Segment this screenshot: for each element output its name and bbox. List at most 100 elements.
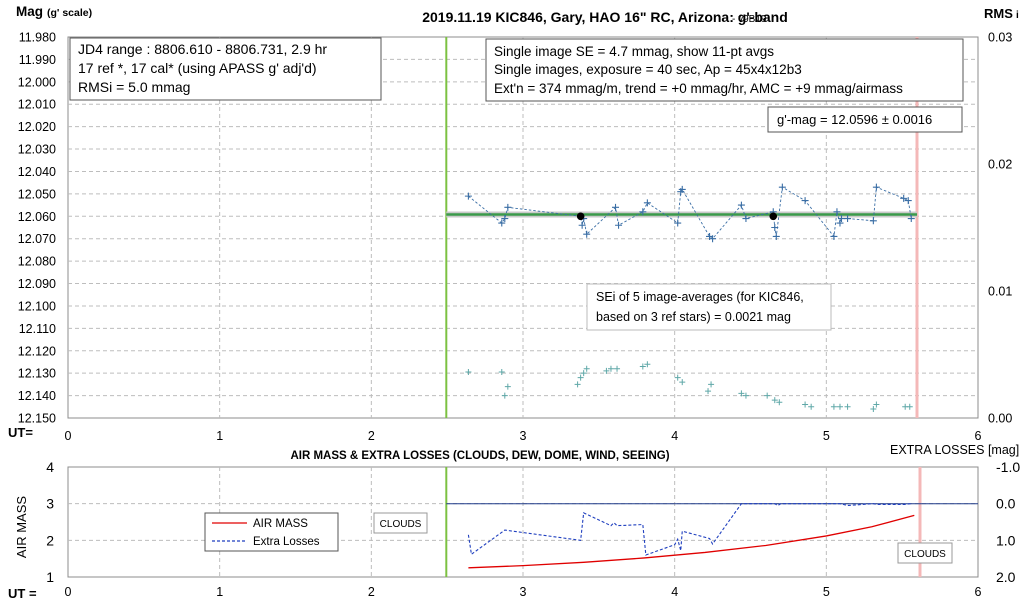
- bottom-y-tick-label: 2: [46, 532, 54, 548]
- clouds-box-1: CLOUDS: [373, 512, 428, 534]
- top-y2-tick-label: 0.00: [988, 412, 1012, 426]
- clouds-label-1: CLOUDS: [380, 519, 422, 530]
- rms-point: [808, 403, 815, 410]
- rms-point: [580, 370, 587, 377]
- bottom-ylabel: AIR MASS: [14, 496, 29, 558]
- bottom-y2-tick-label: 2.0: [996, 569, 1016, 585]
- rms-point: [504, 383, 511, 390]
- top-y-tick-label: 12.140: [18, 389, 56, 403]
- info-left-line-1: JD4 range : 8806.610 - 8806.731, 2.9 hr: [78, 41, 327, 57]
- top-y-tick-label: 12.110: [19, 322, 56, 336]
- star-mag-point: [844, 215, 852, 223]
- top-x-tick-label: 3: [520, 429, 527, 443]
- top-y-tick-labels: 11.980 11.990 12.000 12.010 12.020 12.030 12.0…: [18, 31, 56, 426]
- top-y-tick-label: 12.130: [18, 367, 56, 381]
- rms-point: [708, 381, 715, 388]
- bottom-y2-tick-labels: -1.0 0.0 1.0 2.0: [996, 459, 1020, 585]
- clouds-label-2: CLOUDS: [904, 549, 946, 560]
- top-y2-tick-label: 0.02: [988, 158, 1012, 172]
- top-x-tick-label: 6: [975, 429, 982, 443]
- rms-point: [906, 403, 913, 410]
- info-left-line-2: 17 ref *, 17 cal* (using APASS g' adj'd): [78, 60, 317, 76]
- bottom-chart: AIR MASS & EXTRA LOSSES (CLOUDS, DEW, DO…: [8, 443, 1020, 601]
- bottom-y2-tick-label: -1.0: [996, 459, 1020, 475]
- bottom-x-tick-label: 1: [216, 585, 223, 599]
- rms-point: [776, 399, 783, 406]
- rms-point: [501, 392, 508, 399]
- rms-point: [644, 361, 651, 368]
- star-mag-point: [578, 221, 586, 229]
- gmag-text: g'-mag = 12.0596 ± 0.0016: [777, 112, 932, 127]
- star-mag-point: [904, 197, 912, 205]
- rms-point: [498, 369, 505, 376]
- star-mag-point: [643, 199, 651, 207]
- star-mag-point: [737, 201, 745, 209]
- bottom-x-tick-label: 3: [520, 585, 527, 599]
- star-mag-point: [872, 183, 880, 191]
- top-ylabel: Mag: [16, 4, 43, 19]
- bottom-series-layer: [467, 503, 915, 569]
- bottom-x-tick-label: 5: [823, 585, 830, 599]
- top-y-tick-label: 12.120: [18, 344, 56, 358]
- info-box-right: Single image SE = 4.7 mmag, show 11-pt a…: [485, 38, 964, 102]
- rms-point: [873, 401, 880, 408]
- top-y-tick-label: 12.050: [18, 187, 56, 201]
- rms-point: [607, 365, 614, 372]
- extra-losses-line: [467, 503, 912, 556]
- top-y-tick-label: 12.020: [18, 120, 56, 134]
- rms-point: [738, 390, 745, 397]
- bottom-y-tick-label: 3: [46, 496, 54, 512]
- star-mag-point: [678, 185, 686, 193]
- top-y-tick-label: 12.000: [18, 75, 56, 89]
- top-x-tick-label: 5: [823, 429, 830, 443]
- top-y2label-sub: i: [1016, 10, 1019, 21]
- legend-frame: [204, 512, 339, 552]
- star-mag-point: [838, 215, 845, 223]
- top-x-tick-label: 4: [671, 429, 678, 443]
- star-mag-point: [612, 203, 620, 211]
- rms-point: [583, 365, 590, 372]
- legend-label-extra-losses: Extra Losses: [253, 536, 320, 548]
- bottom-legend: AIR MASS Extra Losses: [204, 512, 339, 552]
- sei-box: SEi of 5 image-averages (for KIC846, bas…: [586, 283, 832, 331]
- gmag-box: g'-mag = 12.0596 ± 0.0016: [767, 106, 963, 133]
- top-y2-tick-label: 0.03: [988, 31, 1012, 45]
- rms-point: [679, 379, 686, 386]
- average-point: [769, 212, 778, 221]
- top-x-tick-label: 1: [216, 429, 223, 443]
- bottom-y2-tick-label: 0.0: [996, 496, 1016, 512]
- rms-point: [674, 374, 681, 381]
- bottom-x-tick-labels: 0 1 2 3 4 5 6: [65, 585, 982, 599]
- rms-point: [836, 403, 843, 410]
- top-y-tick-label: 12.070: [18, 232, 56, 246]
- top-x-tick-label: 2: [368, 429, 375, 443]
- bottom-x-tick-label: 4: [671, 585, 678, 599]
- star-mag-point: [742, 215, 750, 223]
- star-mag-point: [639, 208, 647, 216]
- legend-label-air-mass: AIR MASS: [253, 518, 308, 530]
- top-chart: Mag (g' scale) 2019.11.19 KIC846, Gary, …: [8, 4, 1019, 443]
- top-y2-tick-labels: 0.00 0.01 0.02 0.03: [988, 31, 1012, 426]
- star-mag-point: [615, 221, 623, 229]
- rms-point: [639, 363, 646, 370]
- rms-point: [870, 406, 877, 413]
- rms-point: [764, 392, 771, 399]
- top-y-tick-label: 11.980: [19, 31, 56, 45]
- rms-point: [844, 403, 851, 410]
- star-mag-point: [907, 215, 915, 223]
- bottom-x-tick-label: 0: [65, 585, 72, 599]
- top-x-tick-label: 0: [65, 429, 72, 443]
- rms-point: [577, 374, 584, 381]
- bottom-xlabel: UT =: [8, 586, 37, 601]
- star-mag-point: [674, 219, 682, 227]
- top-title: 2019.11.19 KIC846, Gary, HAO 16" RC, Ari…: [422, 9, 788, 25]
- star-mag-point: [833, 208, 841, 216]
- star-mag-point: [709, 235, 717, 243]
- rms-point: [705, 388, 712, 395]
- star-mag-point: [772, 232, 780, 240]
- bottom-y-tick-label: 4: [46, 459, 54, 475]
- sei-line-1: SEi of 5 image-averages (for KIC846,: [596, 290, 804, 304]
- top-y-tick-label: 12.010: [18, 98, 56, 112]
- bottom-y-tick-labels: 1 2 3 4: [46, 459, 54, 585]
- star-mag-point: [501, 215, 509, 223]
